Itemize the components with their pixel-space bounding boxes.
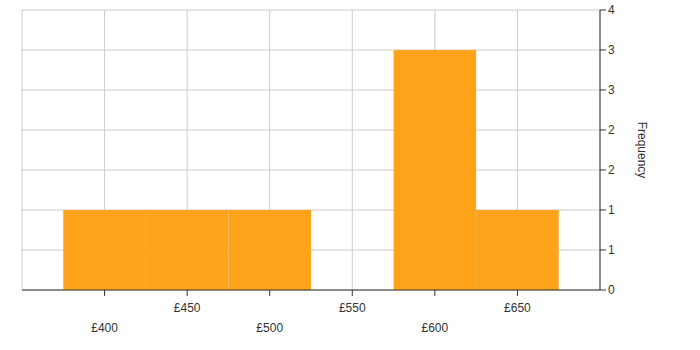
svg-text:3: 3 xyxy=(608,83,615,97)
svg-text:£550: £550 xyxy=(339,301,366,315)
svg-text:£600: £600 xyxy=(422,321,449,335)
svg-text:1: 1 xyxy=(608,243,615,257)
svg-text:4: 4 xyxy=(608,3,615,17)
svg-text:2: 2 xyxy=(608,163,615,177)
svg-text:£500: £500 xyxy=(256,321,283,335)
svg-text:3: 3 xyxy=(608,43,615,57)
svg-text:£450: £450 xyxy=(174,301,201,315)
svg-text:0: 0 xyxy=(608,283,615,297)
svg-text:£400: £400 xyxy=(91,321,118,335)
svg-text:Frequency: Frequency xyxy=(635,122,649,179)
svg-text:1: 1 xyxy=(608,203,615,217)
svg-text:2: 2 xyxy=(608,123,615,137)
svg-text:£650: £650 xyxy=(504,301,531,315)
